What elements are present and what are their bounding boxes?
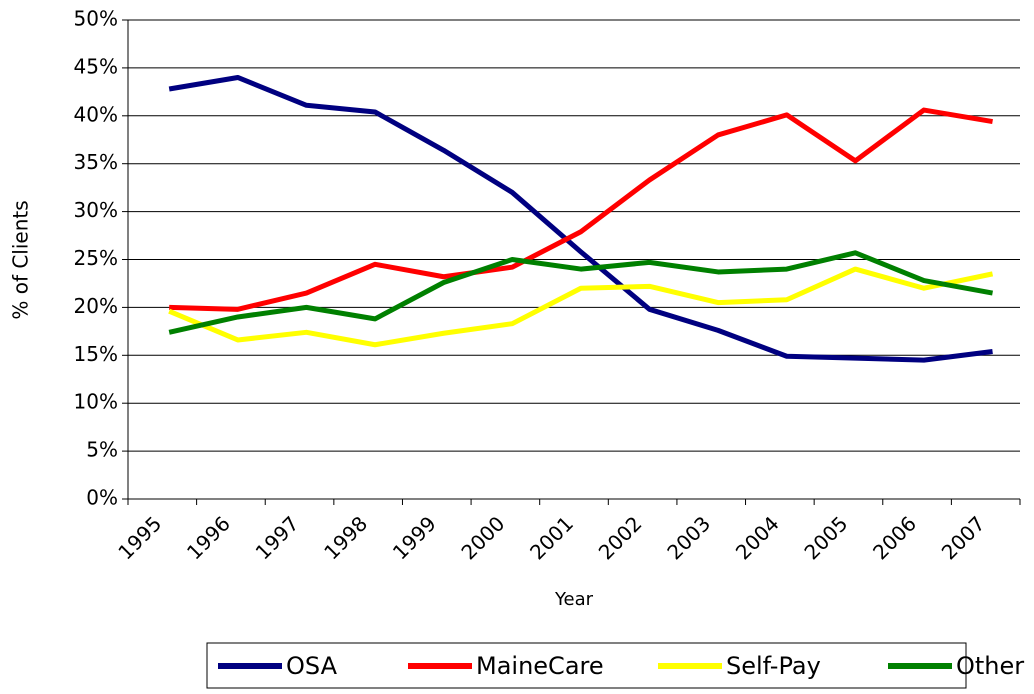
- y-tick-label: 10%: [74, 390, 118, 414]
- x-tick-label: 1999: [388, 511, 441, 564]
- legend-label: OSA: [286, 652, 338, 680]
- y-tick-label: 50%: [74, 7, 118, 31]
- x-tick-label: 2001: [525, 511, 578, 564]
- y-tick-label: 40%: [74, 102, 118, 126]
- legend-label: Self-Pay: [726, 652, 821, 680]
- series-line: [169, 107, 993, 312]
- y-tick-label: 25%: [74, 246, 118, 270]
- y-tick-label: 0%: [86, 486, 118, 510]
- x-tick-label: 1998: [319, 511, 372, 564]
- x-tick-label: 2002: [594, 511, 647, 564]
- x-tick-label: 2006: [868, 511, 921, 564]
- y-tick-label: 15%: [74, 342, 118, 366]
- x-tick-label: 2000: [456, 511, 509, 564]
- y-tick-label: 20%: [74, 294, 118, 318]
- x-tick-label: 2004: [731, 511, 784, 564]
- x-tick-label: 1997: [251, 511, 304, 564]
- legend-label: Other: [956, 652, 1024, 680]
- legend-box: [206, 642, 967, 689]
- y-tick-label: 45%: [74, 54, 118, 78]
- y-axis-title: % of Clients: [9, 200, 33, 319]
- y-tick-label: 35%: [74, 150, 118, 174]
- x-tick-label: 1995: [113, 511, 166, 564]
- y-tick-label: 5%: [86, 438, 118, 462]
- x-tick-label: 2007: [937, 511, 990, 564]
- legend-label: MaineCare: [476, 652, 604, 680]
- x-axis-title: Year: [554, 589, 594, 610]
- series-line: [168, 74, 993, 363]
- x-tick-label: 1996: [182, 511, 235, 564]
- x-tick-label: 2005: [799, 511, 852, 564]
- series-line: [168, 250, 994, 335]
- x-tick-label: 2003: [662, 511, 715, 564]
- series-line: [168, 266, 994, 348]
- y-tick-label: 30%: [74, 198, 118, 222]
